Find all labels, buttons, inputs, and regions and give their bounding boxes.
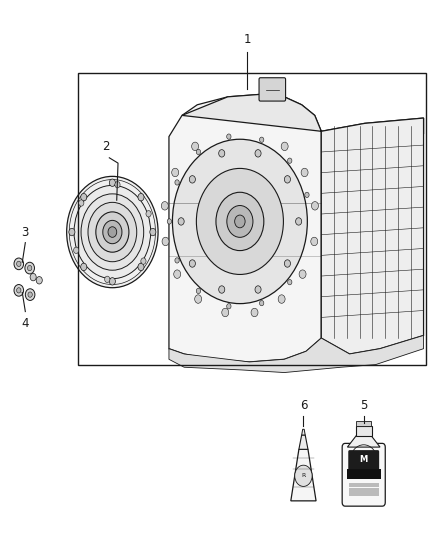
Circle shape xyxy=(227,134,231,139)
Text: 2: 2 xyxy=(102,140,110,152)
Circle shape xyxy=(146,211,151,217)
Circle shape xyxy=(288,158,292,163)
Circle shape xyxy=(288,279,292,285)
Circle shape xyxy=(138,263,144,271)
Circle shape xyxy=(284,176,290,183)
Circle shape xyxy=(192,142,198,151)
Circle shape xyxy=(216,192,264,251)
Circle shape xyxy=(28,265,32,271)
Circle shape xyxy=(196,149,201,155)
Polygon shape xyxy=(347,435,380,447)
Polygon shape xyxy=(321,118,424,354)
Circle shape xyxy=(194,295,201,303)
Circle shape xyxy=(311,237,318,246)
Circle shape xyxy=(259,137,264,142)
Circle shape xyxy=(25,289,35,301)
Circle shape xyxy=(189,176,195,183)
Circle shape xyxy=(103,220,122,244)
Circle shape xyxy=(150,228,156,236)
Circle shape xyxy=(296,217,302,225)
Circle shape xyxy=(14,285,24,296)
Polygon shape xyxy=(299,435,308,449)
Circle shape xyxy=(30,273,36,281)
Circle shape xyxy=(235,215,245,228)
Circle shape xyxy=(105,276,110,282)
Circle shape xyxy=(311,201,318,210)
Circle shape xyxy=(295,465,312,487)
Bar xyxy=(349,492,379,496)
Circle shape xyxy=(69,228,75,236)
Circle shape xyxy=(96,212,129,252)
FancyBboxPatch shape xyxy=(259,78,286,101)
Polygon shape xyxy=(291,449,316,501)
Bar xyxy=(356,425,372,435)
Circle shape xyxy=(178,217,184,225)
Circle shape xyxy=(108,227,117,237)
Circle shape xyxy=(227,304,231,309)
Circle shape xyxy=(255,150,261,157)
Circle shape xyxy=(299,270,306,278)
Polygon shape xyxy=(169,335,424,373)
Circle shape xyxy=(255,286,261,293)
Text: 5: 5 xyxy=(360,399,367,413)
Circle shape xyxy=(67,176,158,288)
Circle shape xyxy=(141,258,146,264)
Circle shape xyxy=(305,192,309,198)
Circle shape xyxy=(14,258,24,270)
Circle shape xyxy=(281,142,288,151)
Circle shape xyxy=(110,278,116,285)
Circle shape xyxy=(74,247,79,254)
Circle shape xyxy=(175,258,179,263)
Circle shape xyxy=(17,288,21,293)
Circle shape xyxy=(88,203,137,262)
Text: 3: 3 xyxy=(21,226,29,239)
Circle shape xyxy=(110,179,116,187)
Circle shape xyxy=(81,263,87,271)
Polygon shape xyxy=(182,94,424,139)
Circle shape xyxy=(172,168,179,177)
Circle shape xyxy=(17,261,21,266)
Circle shape xyxy=(259,301,264,306)
Polygon shape xyxy=(169,94,321,362)
FancyBboxPatch shape xyxy=(348,450,379,470)
Circle shape xyxy=(196,168,283,274)
Circle shape xyxy=(138,193,144,201)
Circle shape xyxy=(81,194,144,270)
Circle shape xyxy=(175,180,179,185)
Circle shape xyxy=(79,200,84,206)
Polygon shape xyxy=(302,429,305,435)
Circle shape xyxy=(74,185,151,279)
Text: M: M xyxy=(360,455,368,464)
Bar xyxy=(349,488,379,491)
Circle shape xyxy=(284,260,290,267)
Circle shape xyxy=(301,168,308,177)
Circle shape xyxy=(173,139,307,304)
Bar xyxy=(356,421,371,425)
Bar xyxy=(346,470,381,479)
Circle shape xyxy=(219,286,225,293)
Circle shape xyxy=(174,270,181,278)
Circle shape xyxy=(189,260,195,267)
Circle shape xyxy=(161,201,168,210)
Circle shape xyxy=(115,182,120,188)
Text: 4: 4 xyxy=(21,317,29,330)
Circle shape xyxy=(167,219,172,224)
Text: 1: 1 xyxy=(244,34,251,46)
Circle shape xyxy=(222,308,229,317)
Circle shape xyxy=(278,295,285,303)
Circle shape xyxy=(162,237,169,246)
Circle shape xyxy=(36,277,42,284)
FancyBboxPatch shape xyxy=(342,443,385,506)
Circle shape xyxy=(28,292,32,297)
Circle shape xyxy=(219,150,225,157)
Circle shape xyxy=(227,206,253,237)
Text: R: R xyxy=(301,473,306,478)
Bar xyxy=(78,73,426,365)
Circle shape xyxy=(25,262,35,274)
Circle shape xyxy=(251,308,258,317)
Bar xyxy=(349,483,379,487)
Circle shape xyxy=(196,288,201,294)
Text: 6: 6 xyxy=(300,399,307,413)
Circle shape xyxy=(81,193,87,201)
